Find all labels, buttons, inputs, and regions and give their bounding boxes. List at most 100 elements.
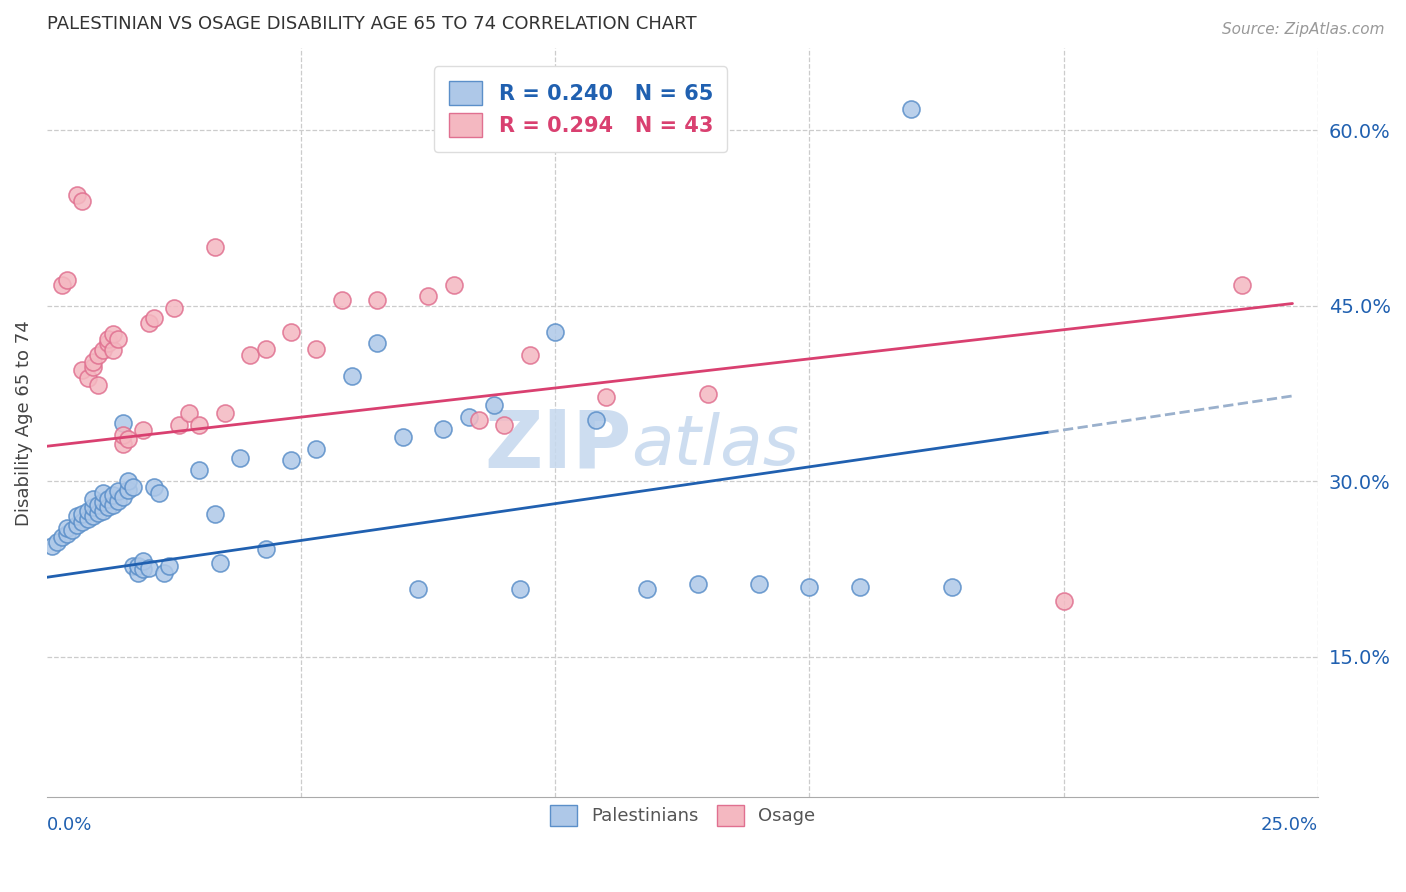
- Point: [51, 531, 73, 545]
- Point: [82, 355, 104, 369]
- Point: [366, 336, 388, 351]
- Point: [101, 326, 124, 341]
- Point: [127, 566, 149, 580]
- Point: [188, 418, 211, 433]
- Point: [122, 480, 145, 494]
- Y-axis label: Disability Age 65 to 74: Disability Age 65 to 74: [15, 320, 32, 525]
- Point: [56, 521, 79, 535]
- Point: [87, 348, 110, 362]
- Point: [432, 422, 454, 436]
- Point: [138, 561, 160, 575]
- Point: [132, 562, 155, 576]
- Legend: Palestinians, Osage: Palestinians, Osage: [543, 797, 823, 833]
- Point: [51, 277, 73, 292]
- Point: [1053, 593, 1076, 607]
- Point: [112, 427, 135, 442]
- Text: ZIP: ZIP: [484, 406, 631, 484]
- Point: [127, 558, 149, 573]
- Point: [97, 332, 120, 346]
- Point: [280, 325, 302, 339]
- Point: [254, 342, 277, 356]
- Point: [66, 187, 89, 202]
- Text: 25.0%: 25.0%: [1261, 816, 1317, 834]
- Point: [91, 343, 114, 358]
- Point: [585, 413, 607, 427]
- Point: [46, 535, 69, 549]
- Point: [138, 317, 160, 331]
- Point: [101, 343, 124, 358]
- Point: [418, 289, 440, 303]
- Point: [142, 480, 165, 494]
- Point: [56, 273, 79, 287]
- Point: [72, 516, 94, 530]
- Point: [686, 577, 709, 591]
- Point: [443, 277, 465, 292]
- Point: [519, 348, 541, 362]
- Point: [82, 359, 104, 374]
- Point: [76, 371, 98, 385]
- Point: [391, 430, 413, 444]
- Point: [340, 369, 363, 384]
- Point: [91, 486, 114, 500]
- Point: [82, 500, 104, 514]
- Point: [544, 325, 567, 339]
- Point: [72, 507, 94, 521]
- Point: [82, 509, 104, 524]
- Point: [72, 363, 94, 377]
- Point: [305, 442, 328, 456]
- Point: [91, 503, 114, 517]
- Point: [696, 386, 718, 401]
- Point: [107, 494, 129, 508]
- Point: [188, 462, 211, 476]
- Point: [494, 418, 516, 433]
- Point: [305, 342, 328, 356]
- Point: [97, 336, 120, 351]
- Text: Source: ZipAtlas.com: Source: ZipAtlas.com: [1222, 22, 1385, 37]
- Point: [1230, 277, 1253, 292]
- Point: [157, 558, 180, 573]
- Point: [142, 310, 165, 325]
- Point: [941, 580, 963, 594]
- Point: [87, 378, 110, 392]
- Point: [112, 437, 135, 451]
- Point: [254, 542, 277, 557]
- Point: [117, 483, 139, 497]
- Point: [97, 491, 120, 506]
- Point: [87, 498, 110, 512]
- Point: [87, 506, 110, 520]
- Point: [406, 582, 429, 596]
- Point: [72, 194, 94, 208]
- Point: [107, 483, 129, 498]
- Point: [799, 580, 821, 594]
- Point: [107, 332, 129, 346]
- Point: [208, 556, 231, 570]
- Point: [60, 524, 83, 538]
- Point: [330, 293, 353, 307]
- Point: [509, 582, 531, 596]
- Point: [636, 582, 658, 596]
- Text: atlas: atlas: [631, 412, 800, 479]
- Point: [366, 293, 388, 307]
- Text: PALESTINIAN VS OSAGE DISABILITY AGE 65 TO 74 CORRELATION CHART: PALESTINIAN VS OSAGE DISABILITY AGE 65 T…: [46, 15, 696, 33]
- Point: [900, 103, 922, 117]
- Point: [117, 432, 139, 446]
- Point: [91, 495, 114, 509]
- Point: [595, 390, 617, 404]
- Point: [204, 240, 226, 254]
- Text: 0.0%: 0.0%: [46, 816, 93, 834]
- Point: [66, 517, 89, 532]
- Point: [153, 566, 176, 580]
- Point: [280, 453, 302, 467]
- Point: [117, 475, 139, 489]
- Point: [239, 348, 262, 362]
- Point: [122, 558, 145, 573]
- Point: [97, 500, 120, 514]
- Point: [148, 486, 170, 500]
- Point: [101, 498, 124, 512]
- Point: [101, 488, 124, 502]
- Point: [66, 509, 89, 524]
- Point: [748, 577, 770, 591]
- Point: [41, 539, 63, 553]
- Point: [82, 491, 104, 506]
- Point: [76, 503, 98, 517]
